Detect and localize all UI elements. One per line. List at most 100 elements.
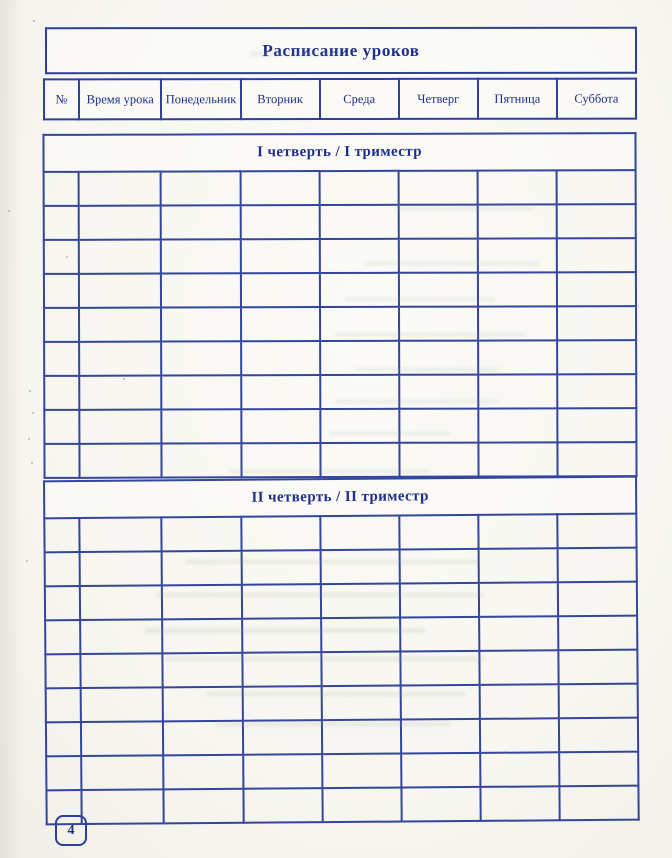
schedule-cell: [319, 408, 400, 444]
schedule-cell: [558, 717, 639, 753]
schedule-cell: [44, 552, 80, 587]
table-row: [43, 272, 637, 308]
schedule-cell: [319, 170, 399, 206]
schedule-cell: [79, 517, 163, 553]
table-row: [44, 408, 637, 444]
schedule-cell: [558, 683, 638, 719]
schedule-cell: [240, 205, 320, 240]
schedule-cell: [79, 375, 162, 410]
schedule-cell: [320, 583, 400, 619]
schedule-cell: [398, 238, 478, 273]
schedule-cell: [43, 239, 79, 274]
scan-speck: [31, 462, 33, 464]
schedule-cell: [79, 409, 162, 444]
schedule-cell: [477, 306, 557, 341]
schedule-cell: [240, 375, 320, 410]
schedule-cell: [81, 755, 164, 791]
schedule-cell: [319, 204, 399, 240]
schedule-cell: [557, 374, 637, 409]
schedule-cell: [161, 375, 241, 410]
schedule-cell: [557, 581, 638, 617]
schedule-cell: [240, 443, 321, 478]
schedule-cell: [399, 616, 480, 652]
schedule-cell: [321, 753, 402, 789]
schedule-cell: [44, 443, 80, 478]
schedule-cell: [80, 619, 163, 655]
schedule-cell: [242, 754, 323, 789]
scan-speck: [29, 390, 31, 392]
schedule-cell: [45, 620, 81, 655]
table-row: [45, 683, 638, 723]
schedule-cell: [45, 688, 81, 723]
schedule-cell: [556, 204, 636, 239]
schedule-cell: [241, 652, 322, 687]
scan-edge-shadow: [0, 0, 22, 858]
schedule-cell: [80, 687, 164, 723]
schedule-cell: [78, 171, 162, 206]
col-header-monday: Понедельник: [161, 79, 241, 120]
schedule-cell: [477, 170, 557, 205]
schedule-cell: [44, 307, 80, 342]
schedule-cell: [556, 306, 637, 341]
schedule-cell: [45, 654, 81, 689]
quarter-1-table: I четверть / I триместр: [42, 132, 637, 479]
table-row: [44, 374, 637, 410]
page-title-box: Расписание уроков: [44, 26, 638, 75]
schedule-cell: [163, 788, 244, 824]
scan-speck: [32, 412, 34, 414]
col-header-friday: Пятница: [477, 78, 557, 119]
schedule-cell: [240, 516, 321, 551]
schedule-cell: [398, 306, 478, 341]
schedule-cell: [78, 307, 162, 342]
weekday-header-cells: № Время урока Понедельник Вторник Среда …: [43, 78, 637, 120]
schedule-cell: [399, 442, 479, 477]
schedule-cell: [78, 239, 162, 274]
schedule-cell: [44, 375, 80, 410]
schedule-cell: [559, 751, 639, 787]
schedule-cell: [44, 341, 80, 376]
col-header-thursday: Четверг: [398, 78, 478, 119]
table-row: [43, 204, 636, 240]
schedule-cell: [477, 340, 558, 375]
schedule-cell: [401, 786, 481, 822]
page-number-box: 4: [55, 815, 87, 846]
page-number: 4: [67, 822, 75, 838]
schedule-cell: [161, 516, 242, 552]
col-header-tuesday: Вторник: [240, 79, 320, 120]
schedule-cell: [398, 204, 478, 239]
schedule-cell: [319, 272, 399, 308]
col-header-saturday: Суббота: [556, 78, 637, 119]
schedule-cell: [477, 272, 557, 307]
schedule-cell: [161, 443, 242, 478]
schedule-cell: [319, 238, 399, 274]
quarter-1-grid: [43, 170, 637, 478]
weekday-header-row: № Время урока Понедельник Вторник Среда …: [43, 78, 637, 121]
schedule-cell: [400, 718, 480, 754]
schedule-cell: [478, 616, 559, 651]
schedule-cell: [161, 239, 241, 274]
schedule-cell: [161, 171, 241, 206]
schedule-cell: [320, 617, 401, 653]
quarter-2-table: II четверть / II триместр: [43, 476, 640, 826]
schedule-cell: [478, 514, 558, 549]
schedule-cell: [163, 720, 243, 756]
schedule-cell: [398, 272, 478, 307]
schedule-cell: [399, 408, 479, 443]
schedule-cell: [162, 584, 242, 620]
schedule-cell: [320, 549, 400, 585]
schedule-cell: [161, 273, 241, 308]
table-row: [45, 615, 638, 655]
schedule-cell: [558, 649, 638, 685]
table-row: [44, 513, 637, 553]
schedule-cell: [162, 550, 242, 586]
schedule-cell: [161, 205, 241, 240]
scan-speck: [8, 210, 10, 212]
schedule-cell: [240, 409, 321, 444]
schedule-cell: [241, 584, 321, 619]
schedule-cell: [163, 754, 244, 790]
table-row: [44, 340, 637, 376]
schedule-cell: [319, 306, 399, 342]
schedule-cell: [556, 340, 637, 375]
schedule-cell: [479, 718, 560, 753]
